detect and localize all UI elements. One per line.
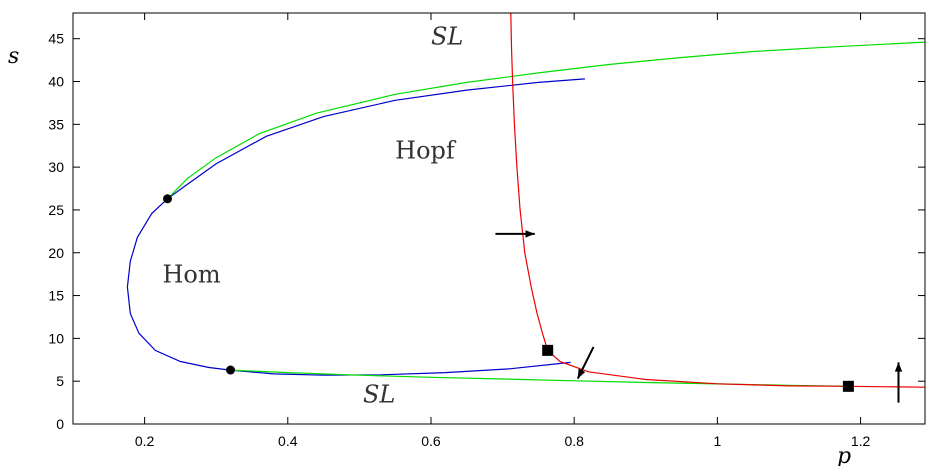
circle-marker [226, 365, 236, 375]
y-tick-label: 40 [48, 74, 64, 90]
arrow-head [894, 362, 903, 372]
y-tick-label: 15 [48, 288, 64, 304]
y-tick-label: 45 [48, 31, 64, 47]
y-tick-label: 0 [56, 416, 64, 432]
x-tick-label: 0.4 [278, 433, 298, 449]
y-tick-label: 20 [48, 245, 64, 261]
curve-sl [230, 369, 849, 387]
y-tick-label: 10 [48, 330, 64, 346]
arrows-layer [495, 230, 903, 403]
annotations-layer: SL Hopf Hom SL [162, 23, 463, 409]
arrow-head [525, 230, 535, 238]
arrow-head [577, 368, 586, 379]
circle-marker [163, 194, 173, 204]
curve-label: Hopf [395, 137, 457, 165]
curve-hopf [510, 13, 925, 388]
x-tick-label: 1.2 [851, 433, 871, 449]
markers-layer [163, 194, 854, 392]
curve-label: SL [431, 23, 463, 51]
y-tick-label: 25 [48, 202, 64, 218]
y-tick-label: 5 [56, 373, 64, 389]
x-axis-label: p [837, 444, 851, 466]
curve-sl [167, 41, 925, 200]
y-tick-label: 35 [48, 116, 64, 132]
x-tick-label: 0.2 [135, 433, 155, 449]
curve-hom [126, 78, 585, 376]
square-marker [542, 344, 554, 356]
curve-label: SL [363, 381, 395, 409]
curves-layer [126, 13, 925, 388]
plot-frame [72, 12, 926, 425]
y-axis-label: s [8, 44, 19, 69]
x-tick-label: 0.6 [421, 433, 441, 449]
curve-label: Hom [162, 261, 220, 289]
axis-ticks: 0.2 0.4 0.6 0.8 1 1.2 0 5 10 15 20 25 30 35 40 45 [48, 13, 925, 449]
x-tick-label: 0.8 [564, 433, 584, 449]
x-tick-label: 1 [713, 433, 721, 449]
square-marker [842, 380, 854, 392]
y-tick-label: 30 [48, 159, 64, 175]
